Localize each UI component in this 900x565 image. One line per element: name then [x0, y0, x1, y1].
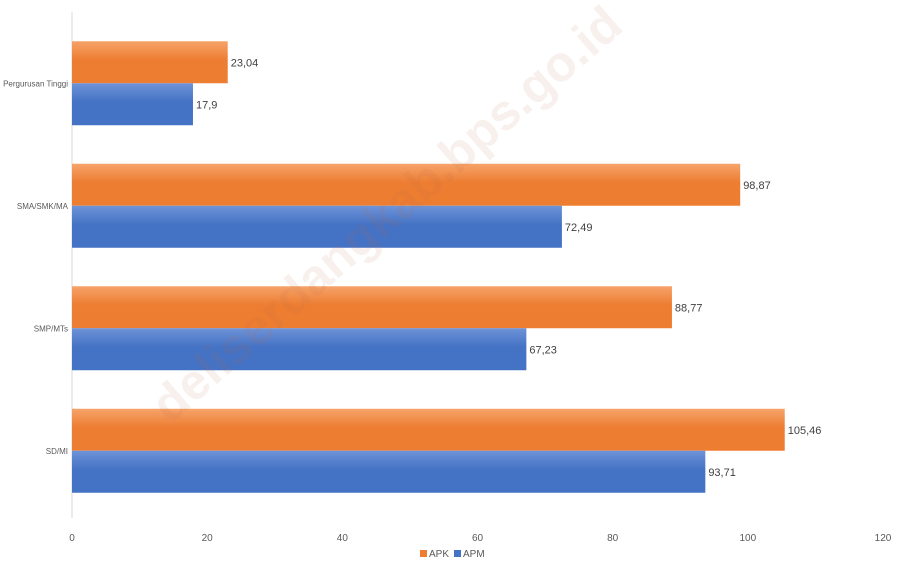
x-tick-label-20: 20 [202, 533, 214, 544]
bar-apm-sma-smk-ma [72, 205, 562, 248]
legend-swatch-apm [454, 550, 461, 557]
data-label-apk-sma-smk-ma: 98,87 [743, 180, 771, 192]
legend-swatch-apk [420, 550, 427, 557]
x-tick-label-80: 80 [607, 533, 619, 544]
data-label-apm-smp-mts: 67,23 [529, 344, 557, 356]
x-tick-label-100: 100 [739, 533, 756, 544]
bar-apk-sd-mi [72, 408, 785, 451]
data-label-apm-sd-mi: 93,71 [708, 467, 736, 479]
bar-apk-smp-mts [72, 286, 672, 329]
bar-apk-sma-smk-ma [72, 163, 741, 206]
legend-label-apk: APK [429, 549, 449, 560]
bar-apm-smp-mts [72, 328, 527, 371]
x-tick-label-120: 120 [875, 533, 892, 544]
data-label-apm-sma-smk-ma: 72,49 [565, 222, 593, 234]
bar-apm-sd-mi [72, 450, 706, 493]
bar-apm-pergurusan-tinggi [72, 83, 193, 126]
legend-label-apm: APM [463, 549, 485, 560]
category-label-smp-mts: SMP/MTs [34, 324, 68, 333]
data-label-apk-smp-mts: 88,77 [675, 302, 703, 314]
x-tick-label-60: 60 [472, 533, 484, 544]
data-label-apk-pergurusan-tinggi: 23,04 [231, 57, 259, 69]
category-label-sma-smk-ma: SMA/SMK/MA [17, 202, 69, 211]
data-label-apk-sd-mi: 105,46 [788, 425, 822, 437]
data-label-apm-pergurusan-tinggi: 17,9 [196, 99, 217, 111]
category-label-pergurusan-tinggi: Pergurusan Tinggi [3, 79, 68, 88]
category-label-sd-mi: SD/MI [46, 447, 68, 456]
bar-apk-pergurusan-tinggi [72, 41, 228, 84]
x-tick-label-40: 40 [337, 533, 349, 544]
x-tick-label-0: 0 [69, 533, 75, 544]
